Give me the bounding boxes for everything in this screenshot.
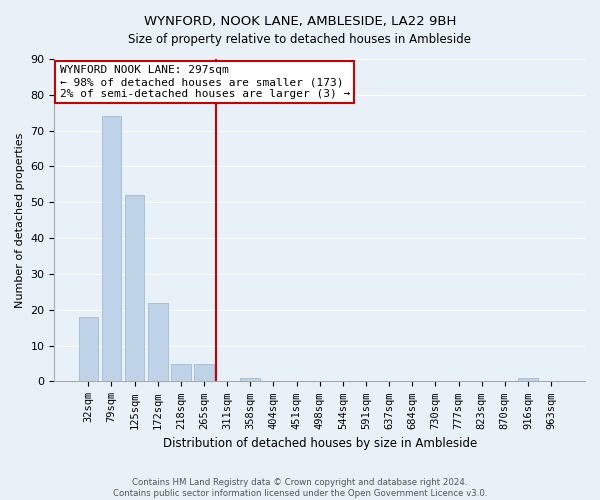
Text: Contains HM Land Registry data © Crown copyright and database right 2024.
Contai: Contains HM Land Registry data © Crown c…	[113, 478, 487, 498]
Bar	[148, 302, 167, 382]
Bar	[125, 195, 145, 382]
Text: Size of property relative to detached houses in Ambleside: Size of property relative to detached ho…	[128, 32, 472, 46]
Bar	[518, 378, 538, 382]
Bar	[241, 378, 260, 382]
Y-axis label: Number of detached properties: Number of detached properties	[15, 132, 25, 308]
Text: WYNFORD, NOOK LANE, AMBLESIDE, LA22 9BH: WYNFORD, NOOK LANE, AMBLESIDE, LA22 9BH	[144, 15, 456, 28]
X-axis label: Distribution of detached houses by size in Ambleside: Distribution of detached houses by size …	[163, 437, 477, 450]
Bar	[194, 364, 214, 382]
Bar	[171, 364, 191, 382]
Text: WYNFORD NOOK LANE: 297sqm
← 98% of detached houses are smaller (173)
2% of semi-: WYNFORD NOOK LANE: 297sqm ← 98% of detac…	[60, 66, 350, 98]
Bar	[79, 317, 98, 382]
Bar	[101, 116, 121, 382]
